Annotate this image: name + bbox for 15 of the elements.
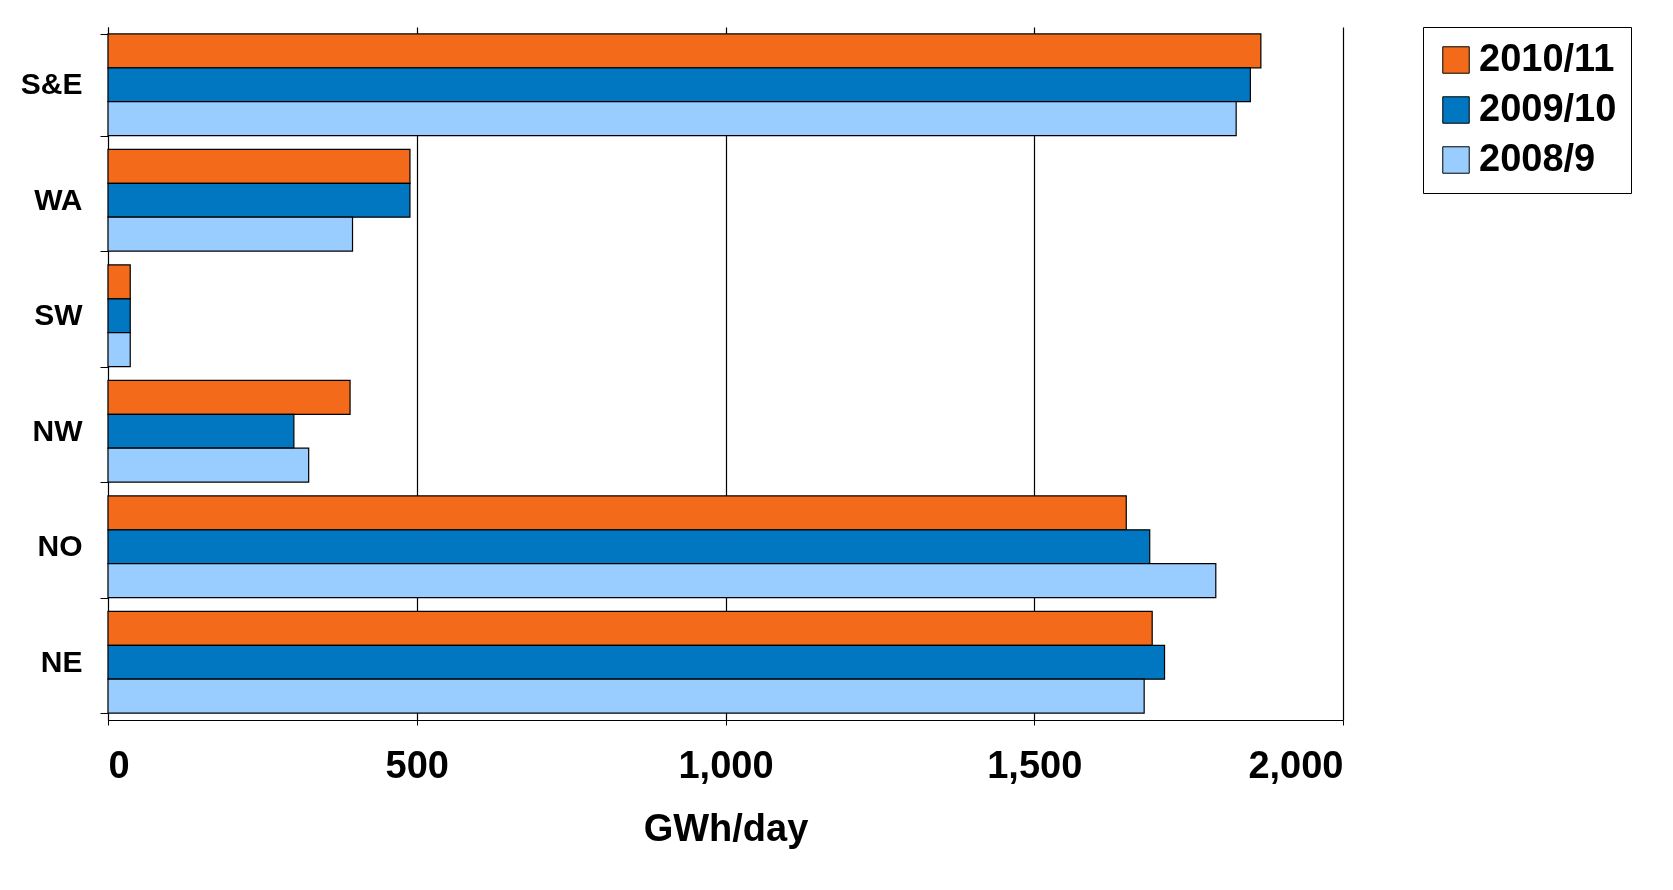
y-tick-label: NW (32, 413, 84, 447)
x-tick-label: 500 (385, 743, 449, 786)
y-tick-label: NE (40, 644, 83, 678)
x-tick-label: 1,500 (987, 743, 1083, 786)
y-tick-label: NO (37, 529, 83, 563)
x-tick-label: 1,000 (678, 743, 774, 786)
legend-label: 2009/10 (1479, 87, 1617, 129)
legend-label: 2010/11 (1479, 37, 1615, 79)
x-axis-title: GWh/day (643, 806, 809, 849)
x-tick-label: 0 (108, 743, 130, 786)
legend-label: 2008/9 (1479, 137, 1596, 179)
y-tick-label: WA (34, 182, 83, 216)
y-tick-label: SW (34, 298, 84, 332)
x-tick-label: 2,000 (1248, 743, 1344, 786)
y-tick-label: S&E (20, 67, 83, 101)
